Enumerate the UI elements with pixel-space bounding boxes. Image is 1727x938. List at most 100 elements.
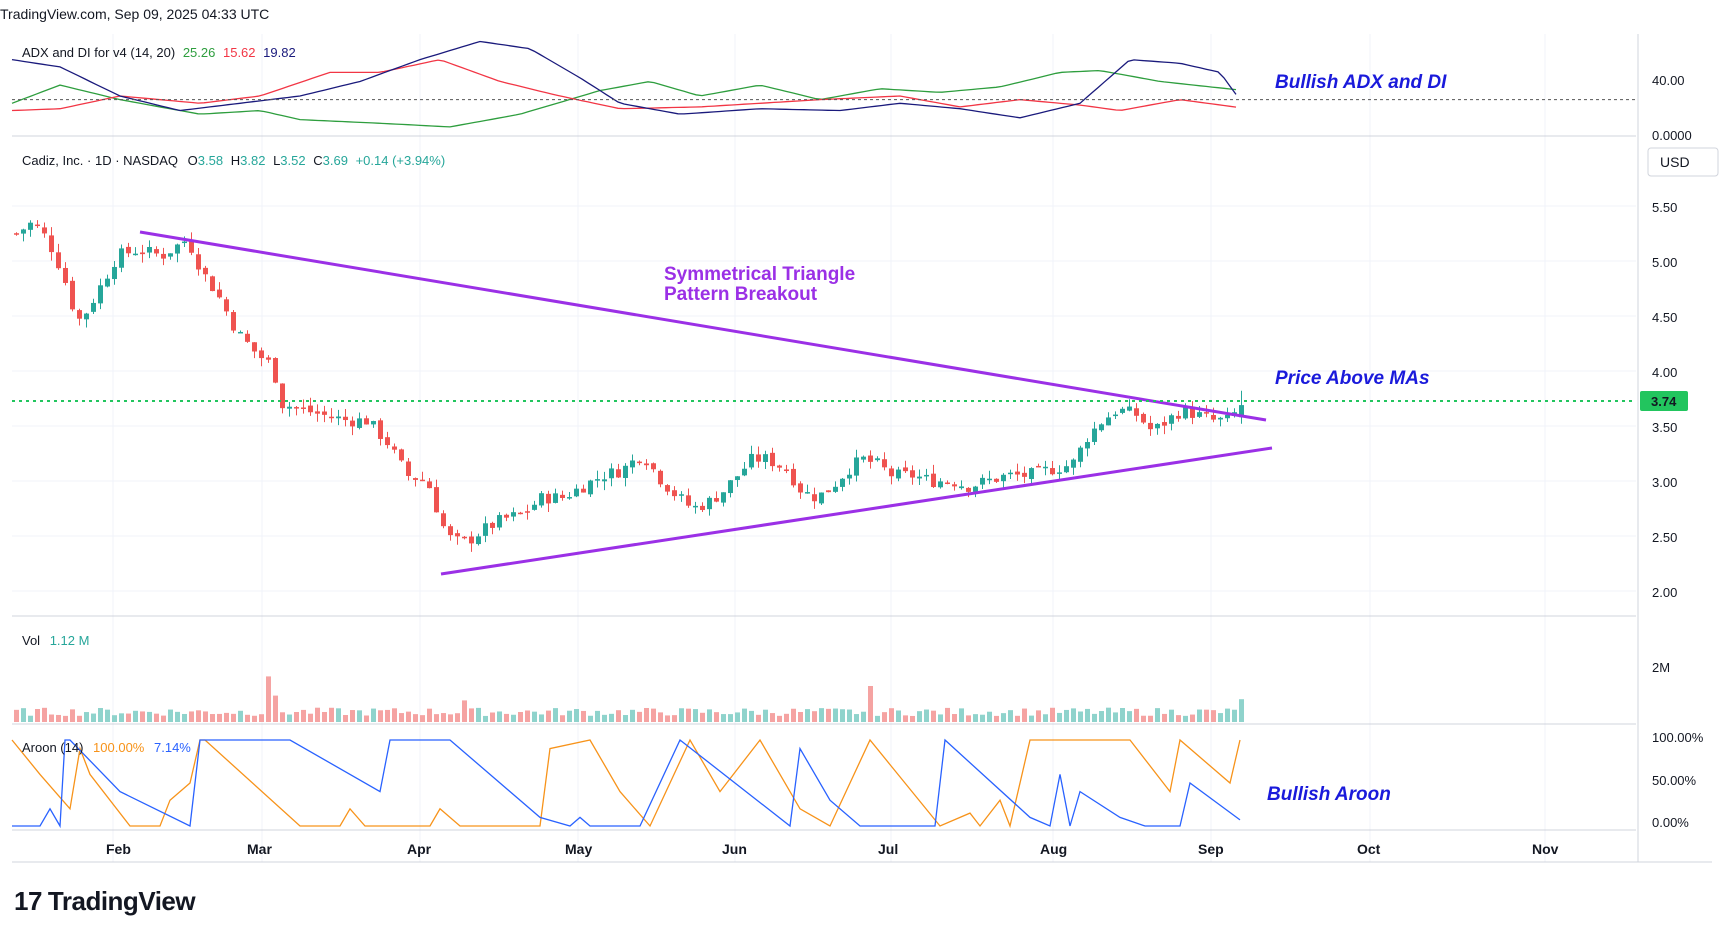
time-axis-tick: Sep — [1198, 841, 1224, 857]
candle-body — [406, 461, 411, 476]
volume-bar — [1092, 713, 1097, 722]
candle-body — [658, 470, 663, 485]
volume-bar — [21, 708, 26, 722]
candle-body — [791, 468, 796, 486]
candle-body — [182, 241, 187, 244]
candle-body — [196, 254, 201, 270]
candle-body — [14, 233, 19, 235]
volume-bar — [483, 715, 488, 722]
volume-bar — [651, 708, 656, 722]
last-price-value: 3.74 — [1651, 394, 1677, 409]
candle-body — [287, 406, 292, 409]
candle-body — [1239, 405, 1244, 418]
candle-body — [350, 420, 355, 427]
candle-body — [749, 453, 754, 468]
candle-body — [567, 497, 572, 499]
volume-bar — [917, 711, 922, 722]
volume-bar — [637, 711, 642, 722]
candle-body — [371, 421, 376, 425]
volume-bar — [1106, 707, 1111, 722]
triangle-upper-trendline — [139, 230, 1267, 422]
candle-body — [1204, 412, 1209, 414]
volume-bar — [952, 714, 957, 722]
aroon-down-line — [12, 738, 1241, 829]
candle-body — [1155, 423, 1160, 429]
volume-bar — [714, 712, 719, 722]
volume-bar — [588, 715, 593, 722]
candle-body — [1106, 417, 1111, 426]
volume-bar — [371, 708, 376, 722]
candle-body — [28, 222, 33, 230]
candle-body — [420, 479, 425, 482]
candle-body — [798, 483, 803, 493]
volume-panel — [14, 676, 1244, 722]
volume-bar — [882, 712, 887, 722]
volume-bar — [490, 712, 495, 722]
volume-bar — [126, 713, 131, 722]
candle-body — [392, 446, 397, 450]
candle-body — [546, 493, 551, 504]
candle-body — [1169, 415, 1174, 424]
candle-body — [231, 312, 236, 331]
candle-body — [686, 495, 691, 506]
volume-bar — [728, 714, 733, 722]
currency-label: USD — [1660, 154, 1690, 170]
price-axis-tick: 4.50 — [1652, 310, 1677, 325]
candle-body — [266, 357, 271, 360]
volume-bar — [140, 711, 145, 722]
volume-bar — [196, 710, 201, 722]
candle-body — [91, 302, 96, 312]
volume-bar — [693, 709, 698, 722]
minus-di-line — [11, 59, 1237, 112]
candle-body — [987, 478, 992, 481]
candle-body — [84, 313, 89, 320]
candle-body — [777, 465, 782, 468]
time-axis-tick: May — [565, 841, 592, 857]
volume-bar — [938, 714, 943, 722]
candle-body — [875, 458, 880, 461]
candle-body — [315, 411, 320, 414]
aroon-legend: Aroon (14) 100.00% 7.14% — [22, 740, 191, 755]
candle-body — [910, 470, 915, 478]
snapshot-time: Sep 09, 2025 04:33 UTC — [114, 6, 270, 22]
candle-body — [672, 490, 677, 497]
candle-body — [973, 486, 978, 492]
candle-body — [728, 480, 733, 494]
currency-box[interactable] — [1647, 147, 1719, 177]
volume-bar — [1218, 713, 1223, 722]
aroon-axis-tick: 50.00% — [1652, 773, 1697, 788]
volume-bar — [1148, 715, 1153, 722]
candle-body — [252, 342, 257, 352]
low-label: L — [273, 153, 281, 168]
candle-body — [119, 248, 124, 268]
volume-bar — [1001, 713, 1006, 722]
tradingview-logo[interactable]: 17 TradingView — [14, 886, 196, 917]
volume-bar — [91, 713, 96, 722]
candle-body — [847, 474, 852, 479]
candle-body — [1127, 406, 1132, 411]
volume-bar — [266, 676, 271, 722]
candle-body — [462, 536, 467, 539]
volume-bar — [742, 708, 747, 722]
volume-bar — [1169, 709, 1174, 722]
candle-body — [903, 467, 908, 472]
candle-body — [518, 512, 523, 515]
volume-bar — [665, 715, 670, 722]
volume-bar — [1190, 714, 1195, 722]
volume-bar — [1078, 711, 1083, 722]
candle-body — [700, 505, 705, 511]
volume-bar — [679, 708, 684, 722]
candle-body — [679, 494, 684, 496]
candle-body — [1190, 406, 1195, 418]
candle-body — [217, 289, 222, 298]
volume-bar — [1057, 712, 1062, 722]
volume-bar — [700, 712, 705, 722]
volume-bar — [770, 713, 775, 722]
volume-bar — [273, 695, 278, 722]
candle-body — [882, 459, 887, 468]
candle-body — [175, 244, 180, 254]
volume-bar — [105, 709, 110, 722]
candle-body — [630, 460, 635, 468]
candle-body — [434, 487, 439, 513]
candle-body — [413, 478, 418, 480]
